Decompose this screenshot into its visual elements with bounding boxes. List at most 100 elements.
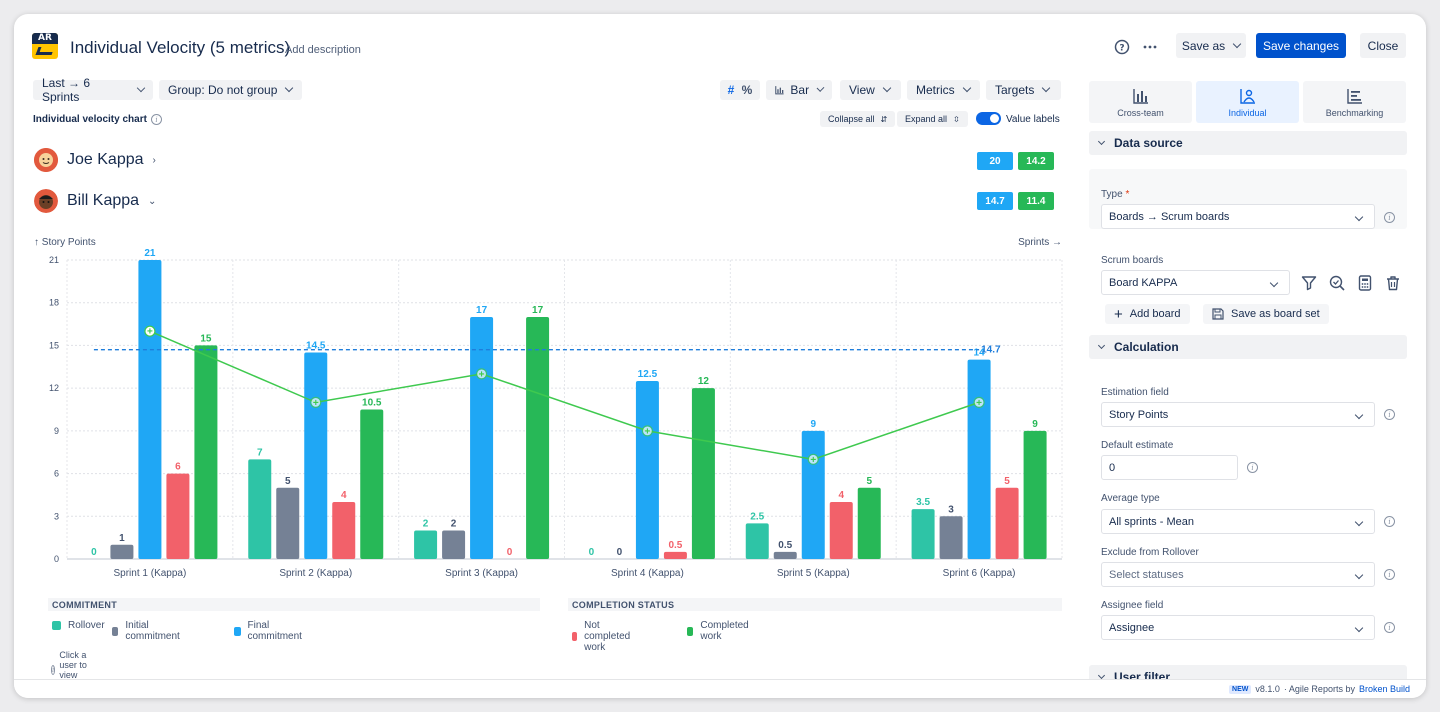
bar-initial-commitment[interactable] [442,530,466,559]
delete-board-button[interactable] [1383,273,1403,293]
user-name[interactable]: Joe Kappa [67,151,144,168]
bar-final-commitment[interactable] [967,359,991,559]
data-source-section[interactable]: Data source [1089,131,1407,155]
user-filter-section[interactable]: User filter [1089,665,1407,681]
targets-label: Targets [995,83,1035,97]
trend-point-marker[interactable]: + [479,369,485,380]
velocity-chart[interactable]: ↑ Story Points Sprints →03691215182101216… [32,236,1064,584]
bar-not-completed-work[interactable] [663,551,687,559]
more-button[interactable] [1138,35,1162,59]
hash-icon[interactable]: # [727,83,735,97]
calculation-section[interactable]: Calculation [1089,335,1407,359]
info-icon[interactable]: i [1384,516,1395,527]
default-estimate-input[interactable]: 0 [1101,455,1238,480]
bar-completed-work[interactable] [526,316,550,559]
targets-select[interactable]: Targets [986,80,1061,100]
trend-point[interactable] [310,396,322,408]
info-icon[interactable]: i [1384,622,1395,633]
legend-item-initial[interactable]: Initial commitment [112,620,182,642]
bar-initial-commitment[interactable] [276,487,300,559]
user-row-joe[interactable]: Joe Kappa › [34,147,156,173]
info-icon[interactable]: i [1384,212,1395,223]
type-select[interactable]: Boards → Scrum boards [1101,204,1375,229]
version-text: v8.1.0 [1255,684,1280,694]
trend-point[interactable] [807,453,819,465]
page-title[interactable]: Individual Velocity (5 metrics) [70,38,291,57]
bar-rollover[interactable] [248,459,272,559]
number-percent-toggle[interactable]: # % [720,80,760,100]
group-select[interactable]: Group: Do not group [159,80,302,100]
expand-all-button[interactable]: Expand all ⇳ [897,111,968,127]
tab-cross-team[interactable]: Cross-team [1089,81,1192,123]
board-select[interactable]: Board KAPPA [1101,270,1290,295]
bar-final-commitment[interactable] [635,381,659,559]
average-type-select[interactable]: All sprints - Mean [1101,509,1375,534]
settings-panel: Cross-team Individual Benchmarking Data … [1089,81,1407,681]
bar-not-completed-work[interactable] [332,502,356,559]
assignee-field-select[interactable]: Assignee [1101,615,1375,640]
add-board-button[interactable]: + Add board [1105,304,1190,324]
bar-not-completed-work[interactable] [829,502,853,559]
view-select[interactable]: View [840,80,901,100]
bar-rollover[interactable] [911,509,935,559]
estimation-select[interactable]: Story Points [1101,402,1375,427]
legend-item-completed[interactable]: Completed work [687,620,751,642]
user-name[interactable]: Bill Kappa [67,192,140,209]
legend-item-final[interactable]: Final commitment [234,620,304,642]
bar-final-commitment[interactable] [470,316,494,559]
bar-final-commitment[interactable] [801,430,825,559]
trend-point-marker[interactable]: + [147,327,153,338]
bar-completed-work[interactable] [194,345,218,559]
percent-icon[interactable]: % [741,83,753,97]
chart-type-select[interactable]: Bar [766,80,832,100]
bar-completed-work[interactable] [857,487,881,559]
bar-final-commitment[interactable] [304,352,328,559]
info-icon[interactable]: i [1384,409,1395,420]
info-icon[interactable]: i [151,114,162,125]
bar-completed-work[interactable] [1023,430,1047,559]
bar-completed-work[interactable] [360,409,384,560]
average-type-value: All sprints - Mean [1109,515,1194,528]
trend-point-marker[interactable]: + [644,426,650,437]
bar-initial-commitment[interactable] [773,551,797,559]
calculator-button[interactable] [1355,273,1375,293]
collapse-all-button[interactable]: Collapse all ⇵ [820,111,896,127]
save-board-set-button[interactable]: Save as board set [1203,304,1329,324]
bar-not-completed-work[interactable] [166,473,190,559]
value-labels-toggle[interactable] [976,112,1001,125]
user-row-bill[interactable]: Bill Kappa ⌄ [34,188,156,214]
trend-point[interactable] [641,425,654,437]
trend-point[interactable] [973,396,985,408]
trend-point-marker[interactable]: + [810,455,816,466]
help-button[interactable]: ? [1110,35,1134,59]
tab-individual[interactable]: Individual [1196,81,1299,123]
brand-link[interactable]: Broken Build [1358,684,1410,694]
bar-initial-commitment[interactable] [110,544,134,559]
trend-point-marker[interactable]: + [976,398,982,409]
tab-benchmarking[interactable]: Benchmarking [1303,81,1406,123]
trend-point[interactable] [475,368,488,380]
bar-initial-commitment[interactable] [939,516,963,559]
legend-item-not-completed[interactable]: Not completed work [572,620,634,653]
bar-rollover[interactable] [414,530,438,559]
save-as-button[interactable]: Save as [1176,33,1246,58]
chevron-right-icon[interactable]: › [152,154,156,166]
trend-point[interactable] [144,325,156,337]
legend-item-rollover[interactable]: Rollover [52,620,105,631]
info-icon[interactable]: i [1384,569,1395,580]
metrics-select[interactable]: Metrics [907,80,980,100]
exclude-rollover-select[interactable]: Select statuses [1101,562,1375,587]
period-select[interactable]: Last → 6 Sprints [33,76,153,104]
trend-point-marker[interactable]: + [313,398,319,409]
bar-final-commitment[interactable] [138,260,162,559]
add-description-link[interactable]: Add description [285,44,361,56]
info-icon[interactable]: i [1247,462,1258,473]
search-board-button[interactable] [1327,273,1347,293]
bar-rollover[interactable] [745,523,769,559]
close-button[interactable]: Close [1360,33,1406,58]
bar-not-completed-work[interactable] [995,487,1019,559]
save-changes-button[interactable]: Save changes [1256,33,1346,58]
filter-button[interactable] [1299,273,1319,293]
bar-completed-work[interactable] [691,388,715,559]
chevron-down-icon[interactable]: ⌄ [148,195,157,207]
